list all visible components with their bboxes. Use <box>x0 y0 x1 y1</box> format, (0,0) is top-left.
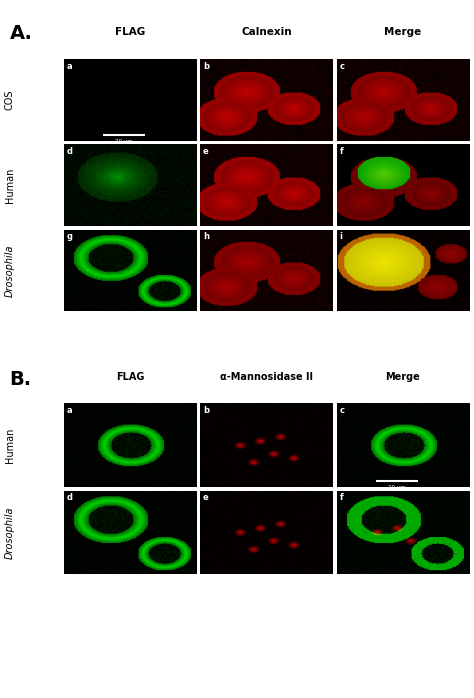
Text: Calnexin: Calnexin <box>241 27 292 37</box>
Text: b: b <box>203 406 209 415</box>
Text: a: a <box>67 62 73 70</box>
Text: d: d <box>67 147 73 156</box>
Text: f: f <box>339 147 343 156</box>
Text: Drosophila: Drosophila <box>5 244 15 297</box>
Text: g: g <box>67 232 73 241</box>
Text: 20 μm: 20 μm <box>388 484 406 490</box>
Text: FLAG: FLAG <box>116 372 145 382</box>
Text: e: e <box>203 147 209 156</box>
Text: i: i <box>339 232 342 241</box>
Text: Drosophila: Drosophila <box>5 506 15 559</box>
Text: Merge: Merge <box>386 372 420 382</box>
Text: B.: B. <box>9 370 32 389</box>
Text: COS: COS <box>5 90 15 110</box>
Text: Human: Human <box>5 168 15 203</box>
Text: α-Mannosidase II: α-Mannosidase II <box>220 372 313 382</box>
Text: f: f <box>339 493 343 503</box>
Text: c: c <box>339 406 345 415</box>
Text: h: h <box>203 232 209 241</box>
Text: c: c <box>339 62 345 70</box>
Text: b: b <box>203 62 209 70</box>
Text: Merge: Merge <box>384 27 421 37</box>
Text: e: e <box>203 493 209 503</box>
Text: Human: Human <box>5 428 15 463</box>
Text: FLAG: FLAG <box>115 27 146 37</box>
Text: a: a <box>67 406 73 415</box>
Text: A.: A. <box>9 24 32 43</box>
Text: d: d <box>67 493 73 503</box>
Text: 20 μm: 20 μm <box>115 138 133 144</box>
